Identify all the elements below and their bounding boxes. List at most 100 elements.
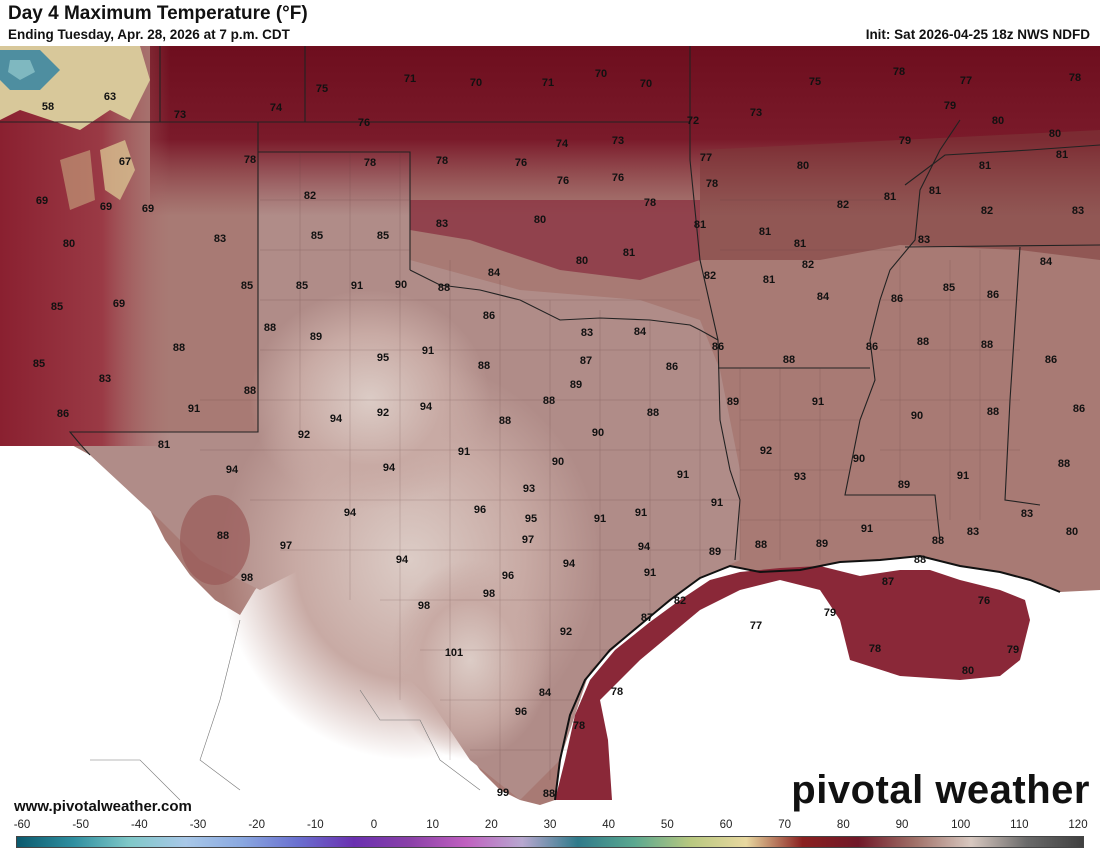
temperature-label: 94 bbox=[638, 541, 651, 553]
temperature-label: 88 bbox=[647, 407, 659, 419]
temperature-label: 97 bbox=[522, 534, 534, 546]
temperature-label: 87 bbox=[641, 612, 653, 624]
temperature-label: 82 bbox=[981, 205, 993, 217]
colorbar-tick: 90 bbox=[895, 819, 909, 831]
temperature-label: 85 bbox=[296, 280, 308, 292]
colorbar-tick: 30 bbox=[543, 819, 557, 831]
temperature-label: 84 bbox=[539, 687, 552, 699]
colorbar-tick: 40 bbox=[602, 819, 616, 831]
temperature-label: 91 bbox=[422, 345, 434, 357]
temperature-label: 88 bbox=[914, 554, 926, 566]
temperature-label: 81 bbox=[759, 226, 771, 238]
temperature-label: 84 bbox=[1040, 256, 1053, 268]
temperature-label: 85 bbox=[943, 282, 955, 294]
temperature-label: 91 bbox=[644, 567, 656, 579]
map-title: Day 4 Maximum Temperature (°F) bbox=[8, 3, 308, 24]
temperature-label: 75 bbox=[809, 76, 821, 88]
colorbar: -60 -50 -40 -30 -20 -10 0 10 20 30 40 50 60 70 80 90 100… bbox=[0, 818, 1100, 850]
temperature-label: 79 bbox=[824, 607, 836, 619]
temperature-label: 98 bbox=[418, 600, 430, 612]
temperature-label: 87 bbox=[580, 355, 592, 367]
temperature-label: 84 bbox=[634, 326, 647, 338]
temperature-label: 86 bbox=[666, 361, 678, 373]
temperature-label: 81 bbox=[1056, 149, 1068, 161]
temperature-label: 90 bbox=[552, 456, 564, 468]
temperature-label: 92 bbox=[298, 429, 310, 441]
temperature-label: 58 bbox=[42, 101, 54, 113]
temperature-label: 85 bbox=[311, 230, 323, 242]
temperature-label: 77 bbox=[700, 152, 712, 164]
temperature-label: 69 bbox=[36, 195, 48, 207]
temperature-label: 78 bbox=[436, 155, 448, 167]
temperature-label: 83 bbox=[918, 234, 930, 246]
colorbar-tick: 50 bbox=[660, 819, 674, 831]
temperature-label: 81 bbox=[158, 439, 170, 451]
temperature-label: 76 bbox=[515, 157, 527, 169]
temperature-label: 91 bbox=[351, 280, 363, 292]
temperature-label: 96 bbox=[502, 570, 514, 582]
temperature-label: 70 bbox=[640, 78, 652, 90]
temperature-label: 94 bbox=[226, 464, 239, 476]
temperature-label: 93 bbox=[794, 471, 806, 483]
temperature-label: 88 bbox=[217, 530, 229, 542]
temperature-label: 86 bbox=[57, 408, 69, 420]
map-header: Day 4 Maximum Temperature (°F) Ending Tu… bbox=[0, 0, 1100, 46]
temperature-label: 73 bbox=[612, 135, 624, 147]
temperature-label: 94 bbox=[396, 554, 409, 566]
temperature-label: 88 bbox=[173, 342, 185, 354]
temperature-label: 80 bbox=[1066, 526, 1078, 538]
temperature-label: 88 bbox=[755, 539, 767, 551]
temperature-label: 80 bbox=[1049, 128, 1061, 140]
temperature-label: 77 bbox=[960, 75, 972, 87]
colorbar-tick: 80 bbox=[836, 819, 850, 831]
temperature-label: 63 bbox=[104, 91, 116, 103]
temperature-label: 88 bbox=[543, 395, 555, 407]
temperature-label: 88 bbox=[499, 415, 511, 427]
site-url: www.pivotalweather.com bbox=[14, 798, 192, 815]
temperature-label: 84 bbox=[488, 267, 501, 279]
temperature-label: 85 bbox=[33, 358, 45, 370]
temperature-label: 95 bbox=[377, 352, 389, 364]
temperature-label: 85 bbox=[377, 230, 389, 242]
colorbar-tick-labels: -60 -50 -40 -30 -20 -10 0 10 20 30 40 50 60 70 80 90 100… bbox=[0, 818, 1100, 834]
temperature-label: 69 bbox=[142, 203, 154, 215]
colorbar-tick: -60 bbox=[13, 819, 31, 831]
temperature-label: 86 bbox=[712, 341, 724, 353]
temperature-label: 90 bbox=[911, 410, 923, 422]
temperature-label: 88 bbox=[987, 406, 999, 418]
temperature-label: 79 bbox=[944, 100, 956, 112]
temperature-label: 101 bbox=[445, 647, 463, 659]
temperature-label: 76 bbox=[358, 117, 370, 129]
temperature-label: 89 bbox=[816, 538, 828, 550]
temperature-label: 82 bbox=[704, 270, 716, 282]
temperature-label: 88 bbox=[478, 360, 490, 372]
colorbar-tick: -10 bbox=[307, 819, 324, 831]
temperature-label: 86 bbox=[987, 289, 999, 301]
temperature-label: 83 bbox=[436, 218, 448, 230]
temperature-label: 81 bbox=[694, 219, 706, 231]
temperature-label: 94 bbox=[330, 413, 343, 425]
temperature-label: 69 bbox=[113, 298, 125, 310]
colorbar-tick: -50 bbox=[72, 819, 89, 831]
temperature-label: 88 bbox=[244, 385, 256, 397]
temperature-label: 88 bbox=[543, 788, 555, 800]
temperature-label: 86 bbox=[1045, 354, 1057, 366]
colorbar-tick: -40 bbox=[131, 819, 148, 831]
colorbar-gradient bbox=[16, 836, 1084, 848]
temperature-label: 81 bbox=[623, 247, 635, 259]
temperature-label: 91 bbox=[711, 497, 723, 509]
temperature-label: 91 bbox=[458, 446, 470, 458]
temperature-label: 88 bbox=[1058, 458, 1070, 470]
temperature-label: 90 bbox=[395, 279, 407, 291]
temperature-label: 71 bbox=[542, 77, 554, 89]
temperature-label: 79 bbox=[1007, 644, 1019, 656]
temperature-label: 91 bbox=[812, 396, 824, 408]
temperature-label: 89 bbox=[310, 331, 322, 343]
temperature-label: 82 bbox=[304, 190, 316, 202]
temperature-map[interactable]: 58 63 73 74 75 71 70 71 70 70 75 78 77 78 76 72 73 79 80 67… bbox=[0, 46, 1100, 818]
temperature-label: 78 bbox=[644, 197, 656, 209]
temperature-label: 85 bbox=[241, 280, 253, 292]
colorbar-tick: -30 bbox=[189, 819, 207, 831]
temperature-label: 86 bbox=[866, 341, 878, 353]
colorbar-tick: 60 bbox=[719, 819, 733, 831]
